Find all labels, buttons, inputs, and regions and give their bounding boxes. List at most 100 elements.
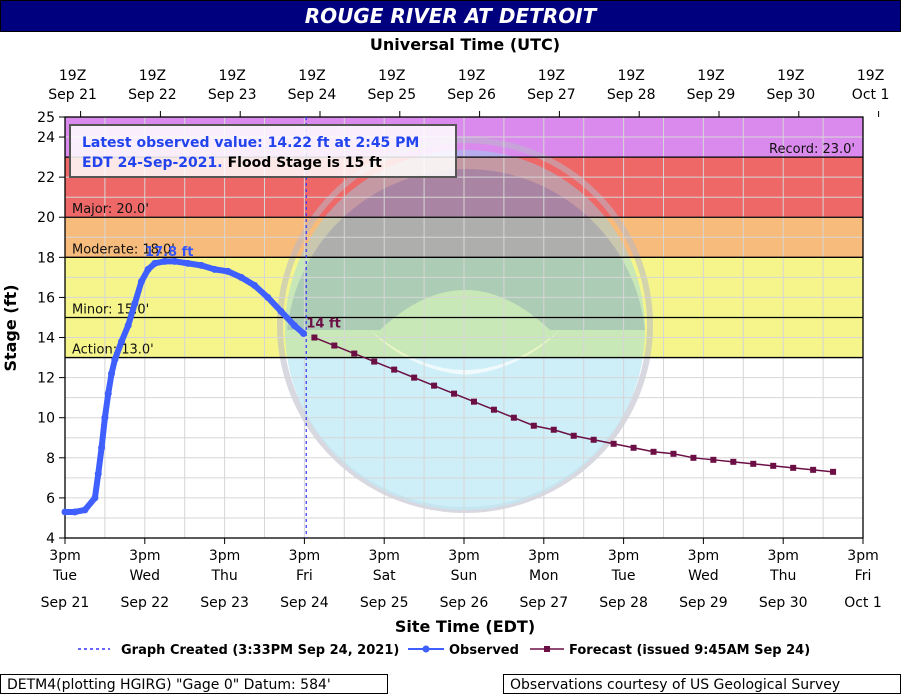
x-tick-day: Wed xyxy=(688,568,719,584)
forecast-point xyxy=(391,366,398,373)
top-tick-date: Sep 29 xyxy=(687,87,736,103)
forecast-point xyxy=(451,390,458,397)
y-tick-label: 18 xyxy=(37,250,55,266)
x-tick-day: Thu xyxy=(769,568,796,584)
forecast-point xyxy=(411,374,418,381)
legend-created-label: Graph Created (3:33PM Sep 24, 2021) xyxy=(121,643,399,658)
observed-point xyxy=(264,293,272,301)
x-tick-day: Tue xyxy=(52,568,77,584)
y-tick-label: 8 xyxy=(46,451,55,467)
threshold-label: Moderate: 18.0' xyxy=(72,242,175,257)
forecast-point xyxy=(690,454,697,461)
observed-point xyxy=(91,494,99,502)
latest-value-line1: Latest observed value: 14.22 ft at 2:45 … xyxy=(82,135,419,151)
observed-point xyxy=(81,506,89,514)
forecast-point xyxy=(630,444,637,451)
y-tick-label: 16 xyxy=(37,290,55,306)
top-tick-date: Sep 25 xyxy=(367,87,416,103)
forecast-point xyxy=(510,414,517,421)
x-tick-date: Sep 25 xyxy=(360,595,409,611)
x-tick-time: 3pm xyxy=(289,548,320,564)
x-tick-date: Sep 22 xyxy=(120,595,169,611)
observed-point xyxy=(131,299,139,307)
latest-value-box xyxy=(69,124,457,178)
threshold-label: Action: 13.0' xyxy=(72,343,154,358)
observed-point xyxy=(197,261,205,269)
observed-point xyxy=(290,321,298,329)
x-tick-date: Sep 27 xyxy=(519,595,568,611)
data-source-credit: Observations courtesy of US Geological S… xyxy=(503,674,901,694)
y-tick-label: 4 xyxy=(46,531,55,547)
x-tick-day: Wed xyxy=(130,568,161,584)
forecast-point xyxy=(830,468,837,475)
top-tick-date: Sep 23 xyxy=(208,87,257,103)
top-tick-utc: 19Z xyxy=(218,68,245,84)
forecast-point xyxy=(470,398,477,405)
observed-point xyxy=(137,277,145,285)
top-tick-date: Sep 24 xyxy=(288,87,337,103)
forecast-point xyxy=(670,450,677,457)
forecast-point xyxy=(331,342,338,349)
chart-title: ROUGE RIVER AT DETROIT xyxy=(0,0,901,32)
top-tick-date: Sep 28 xyxy=(607,87,656,103)
x-tick-time: 3pm xyxy=(448,548,479,564)
top-tick-utc: 19Z xyxy=(298,68,325,84)
x-tick-time: 3pm xyxy=(209,548,240,564)
x-tick-day: Tue xyxy=(611,568,636,584)
top-tick-utc: 19Z xyxy=(139,68,166,84)
x-tick-time: 3pm xyxy=(608,548,639,564)
x-tick-date: Oct 1 xyxy=(844,595,882,611)
top-tick-utc: 19Z xyxy=(777,68,804,84)
forecast-point xyxy=(550,426,557,433)
top-tick-utc: 19Z xyxy=(857,68,884,84)
y-tick-label: 20 xyxy=(37,210,55,226)
forecast-point xyxy=(710,456,717,463)
observed-point xyxy=(184,259,192,267)
top-axis-title: Universal Time (UTC) xyxy=(370,35,560,54)
top-tick-utc: 19Z xyxy=(538,68,565,84)
forecast-point xyxy=(790,464,797,471)
observed-point xyxy=(118,338,126,346)
legend-observed-label: Observed xyxy=(449,643,519,658)
observed-point xyxy=(94,470,102,478)
observed-point xyxy=(300,330,308,338)
x-tick-day: Fri xyxy=(855,568,872,584)
forecast-start-label: 14 ft xyxy=(306,317,341,332)
forecast-point xyxy=(490,406,497,413)
observed-point xyxy=(277,307,285,315)
forecast-point xyxy=(750,460,757,467)
observed-point xyxy=(211,265,219,273)
observed-point xyxy=(161,257,169,265)
plot-area: Record: 23.0' Major: 20.0' Moderate: 18.0'… xyxy=(37,68,889,611)
threshold-label: Major: 20.0' xyxy=(72,202,149,217)
x-tick-date: Sep 21 xyxy=(41,595,90,611)
forecast-point xyxy=(351,350,358,357)
x-tick-date: Sep 30 xyxy=(759,595,808,611)
y-axis-title: Stage (ft) xyxy=(1,284,20,371)
x-tick-time: 3pm xyxy=(129,548,160,564)
x-tick-day: Sat xyxy=(373,568,396,584)
x-tick-date: Sep 23 xyxy=(200,595,249,611)
observed-point xyxy=(144,265,152,273)
peak-label: 17.8 ft xyxy=(145,245,193,260)
x-tick-time: 3pm xyxy=(528,548,559,564)
threshold-label: Record: 23.0' xyxy=(769,142,855,157)
x-tick-time: 3pm xyxy=(767,548,798,564)
forecast-point xyxy=(530,422,537,429)
y-tick-label: 24 xyxy=(37,130,55,146)
observed-point xyxy=(237,273,245,281)
observed-point xyxy=(171,257,179,265)
forecast-point xyxy=(311,334,318,341)
observed-series-line xyxy=(62,258,307,515)
forecast-point xyxy=(570,432,577,439)
top-tick-date: Oct 1 xyxy=(852,87,890,103)
forecast-point xyxy=(590,436,597,443)
y-tick-label: 10 xyxy=(37,411,55,427)
top-tick-utc: 19Z xyxy=(697,68,724,84)
x-tick-time: 3pm xyxy=(688,548,719,564)
observed-point xyxy=(108,370,116,378)
x-tick-date: Sep 26 xyxy=(440,595,489,611)
x-tick-day: Thu xyxy=(210,568,237,584)
legend-observed-marker xyxy=(422,645,430,653)
